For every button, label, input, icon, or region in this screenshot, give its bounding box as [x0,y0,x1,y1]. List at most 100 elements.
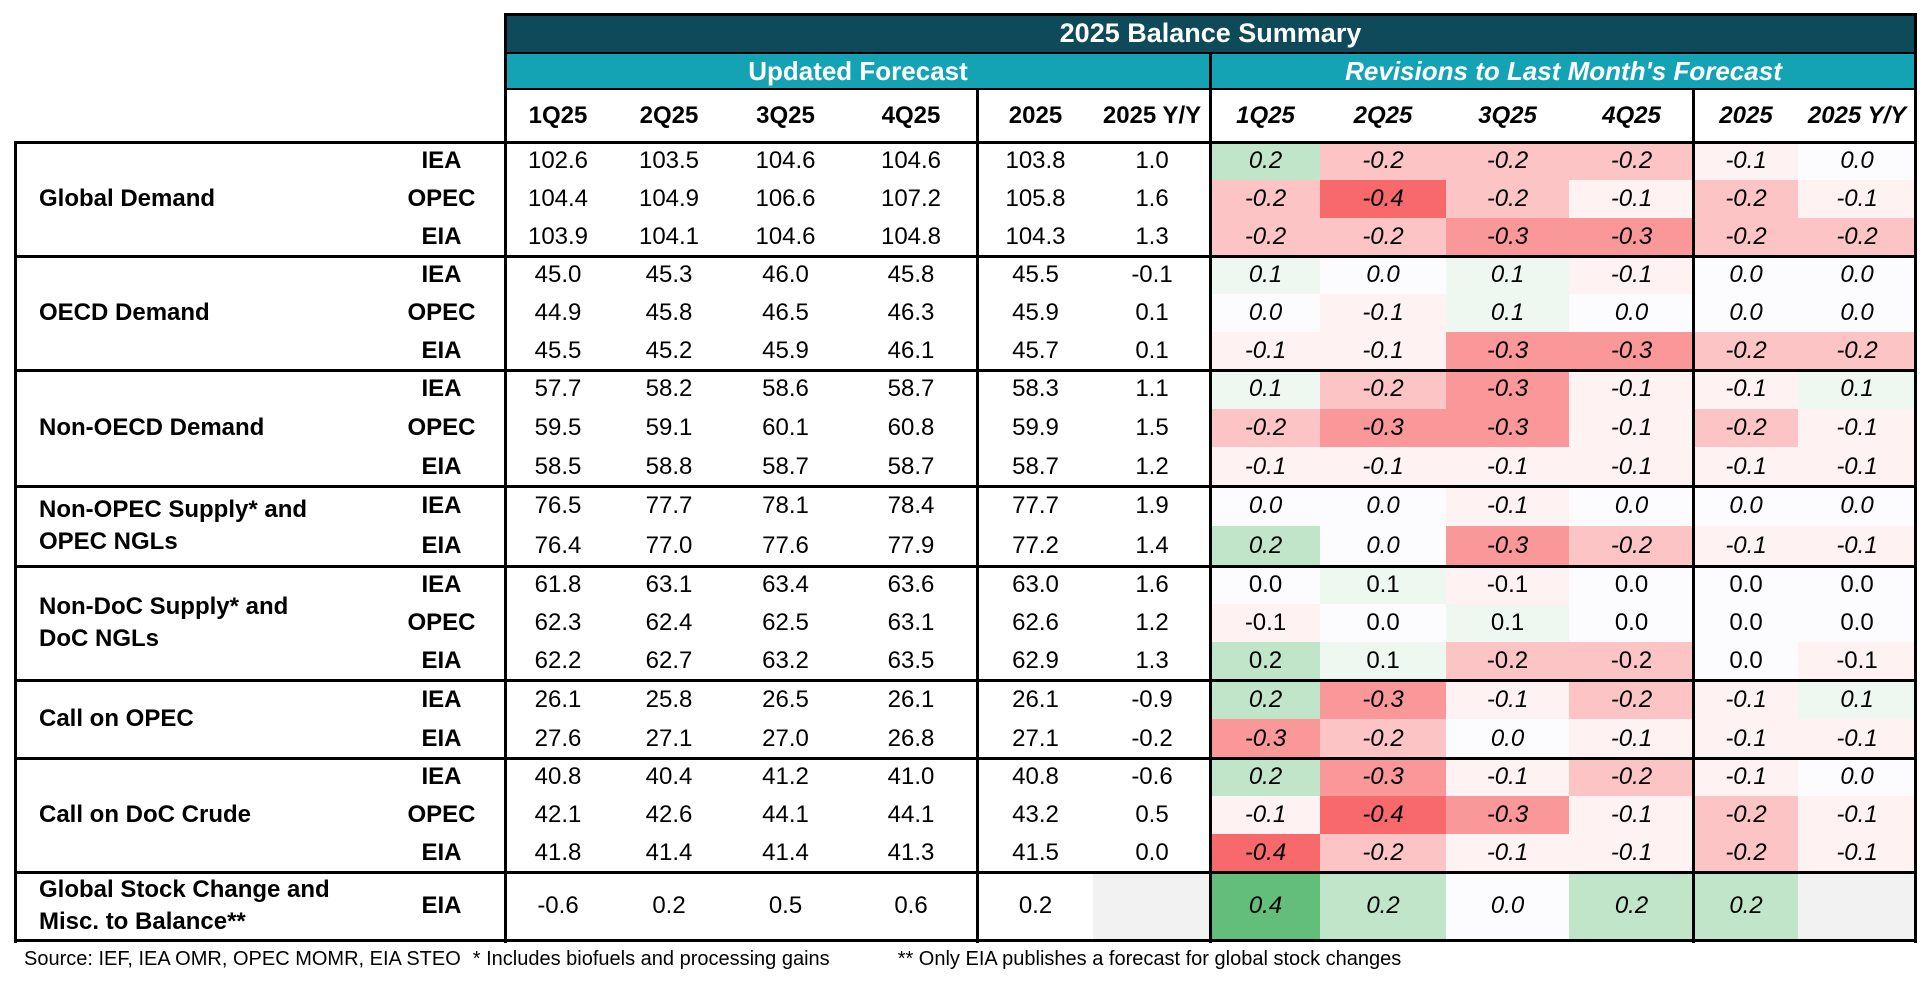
revision-value: -0.1 [1320,332,1446,370]
source-label: EIA [421,724,462,752]
forecast-value: 46.3 [887,299,935,326]
revision-value: 0.0 [1798,142,1916,180]
revision-value: -0.2 [1211,218,1320,256]
source-label: IEA [421,492,462,519]
revision-column-header: 2Q25 [1353,101,1413,129]
forecast-value: 78.1 [762,492,809,519]
forecast-value: 59.5 [534,413,582,441]
column-header: 2025 [1008,101,1063,129]
source-label: OPEC [407,413,476,441]
source-label: EIA [421,452,462,480]
source-label: IEA [421,571,462,598]
forecast-value: -0.2 [1131,724,1173,752]
forecast-value: 44.1 [762,801,809,828]
table-title: 2025 Balance Summary [505,15,1916,52]
revision-value: 0.2 [1211,526,1320,566]
forecast-value: 104.8 [880,223,942,250]
forecast-value: 45.7 [1012,337,1059,364]
forecast-value: 27.0 [762,724,809,752]
revision-value: -0.1 [1569,796,1694,834]
revision-value: -0.3 [1446,370,1569,409]
forecast-value: 27.6 [534,724,582,752]
forecast-value: 44.9 [534,299,582,326]
forecast-value: 60.8 [887,413,935,441]
forecast-value: 45.9 [1012,299,1059,326]
column-header: 3Q25 [756,101,815,129]
forecast-value: 40.8 [534,763,582,790]
forecast-value: 104.4 [527,185,589,212]
revision-value: -0.1 [1798,408,1916,448]
forecast-value: 77.2 [1012,532,1059,559]
revision-column-header: 4Q25 [1602,101,1661,129]
forecast-value: 104.1 [638,223,700,250]
forecast-value: 59.1 [645,413,693,441]
revision-column-header: 1Q25 [1236,101,1295,129]
forecast-value: 58.3 [1012,375,1059,403]
source-label: IEA [421,147,462,174]
source-label: OPEC [407,609,476,636]
revision-value: -0.1 [1211,604,1320,642]
forecast-value: 45.0 [534,261,582,288]
revision-value: 0.0 [1694,604,1798,642]
revision-value: 0.0 [1569,604,1694,642]
revision-value: -0.3 [1446,332,1569,370]
revision-value: 0.0 [1798,256,1916,294]
forecast-value: 0.2 [652,892,686,919]
grid-line [14,871,1917,874]
forecast-value: 77.7 [645,492,693,519]
grid-line [976,89,979,943]
revision-value: -0.2 [1446,180,1569,218]
grid-line [1209,54,1212,943]
revision-value: -0.1 [1694,370,1798,409]
forecast-value: 58.7 [762,452,809,480]
revision-value: 0.0 [1798,758,1916,796]
revision-value: -0.2 [1211,180,1320,218]
revision-value: -0.3 [1211,719,1320,758]
forecast-value: 1.9 [1135,492,1169,519]
forecast-value: 41.0 [887,763,935,790]
forecast-value: 45.5 [1012,261,1059,288]
revision-value: -0.3 [1446,408,1569,448]
revision-value: -0.1 [1798,180,1916,218]
forecast-value: 26.5 [762,685,809,713]
revision-value: 0.0 [1211,294,1320,332]
revision-value: 0.0 [1694,256,1798,294]
forecast-value: 1.6 [1135,571,1169,598]
revision-value: -0.4 [1320,180,1446,218]
forecast-value: 62.2 [534,647,582,674]
forecast-value: 77.9 [887,532,935,559]
group-label: OECD Demand [39,299,210,326]
revision-value: 0.0 [1798,486,1916,526]
forecast-value: 63.4 [762,571,809,598]
revision-value: 0.0 [1320,486,1446,526]
revision-value: -0.3 [1446,526,1569,566]
revision-value: -0.1 [1446,486,1569,526]
revision-value: -0.2 [1569,758,1694,796]
forecast-value: 77.0 [645,532,693,559]
revision-value: -0.1 [1569,408,1694,448]
group-label: Global Stock Change and Misc. to Balance… [39,876,330,935]
forecast-value: 106.6 [755,185,816,212]
forecast-value: 40.4 [645,763,693,790]
revision-value: 0.1 [1446,294,1569,332]
forecast-value: 41.4 [762,839,809,866]
revision-value: -0.3 [1320,758,1446,796]
forecast-value: 45.5 [534,337,582,364]
forecast-value: 62.4 [645,609,693,636]
forecast-value: 77.6 [762,532,809,559]
forecast-value: 103.8 [1005,147,1066,174]
revision-value: 0.0 [1569,486,1694,526]
grid-line [14,369,1917,372]
revision-value: 0.2 [1211,680,1320,719]
revision-value: -0.1 [1798,447,1916,486]
forecast-value: 45.8 [887,261,935,288]
forecast-value: 0.1 [1135,299,1169,326]
forecast-value: 1.4 [1135,532,1169,559]
revision-value: -0.2 [1694,180,1798,218]
revision-value: -0.3 [1320,408,1446,448]
forecast-value: 27.1 [645,724,693,752]
group-label: Non-OPEC Supply* and OPEC NGLs [39,496,308,555]
forecast-value: 0.5 [1135,801,1169,828]
revision-value: 0.0 [1798,566,1916,604]
